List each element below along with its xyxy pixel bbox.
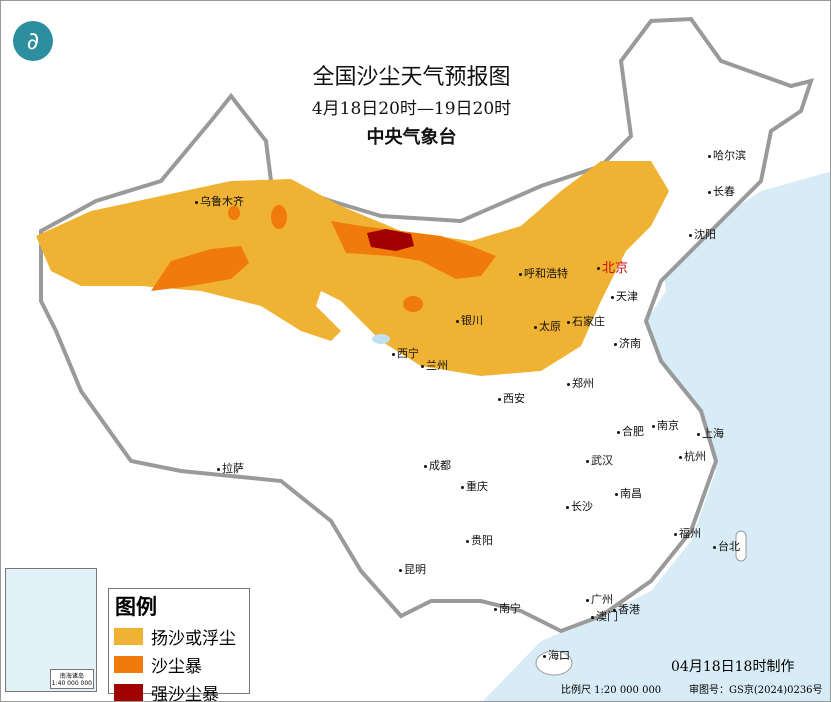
legend-label: 强沙尘暴 <box>151 685 219 702</box>
legend-swatch <box>114 656 143 673</box>
cma-logo-icon: ∂ <box>13 21 53 61</box>
inset-caption: 南海诸岛 1:40 000 000 <box>49 669 94 689</box>
sandstorm-area-small <box>228 206 240 220</box>
legend-label: 扬沙或浮尘 <box>151 629 236 649</box>
review-number: 审图号：GS京(2024)0236号 <box>689 685 823 696</box>
legend-swatch <box>114 684 143 701</box>
inset-title: 南海诸岛 <box>59 673 84 680</box>
forecast-period: 4月18日20时—19日20时 <box>311 99 512 119</box>
city-label: 重庆 <box>461 478 488 494</box>
city-label: 兰州 <box>421 357 448 373</box>
legend-swatch <box>114 628 143 645</box>
map-title: 全国沙尘天气预报图 <box>312 65 511 90</box>
legend: 图例 扬沙或浮尘 沙尘暴 强沙尘暴 <box>108 588 250 701</box>
city-label: 西宁 <box>392 345 419 361</box>
sea <box>482 171 830 701</box>
city-label: 昆明 <box>399 561 426 577</box>
city-label: 石家庄 <box>567 313 605 329</box>
legend-title: 图例 <box>115 594 157 619</box>
city-label: 上海 <box>697 425 724 441</box>
production-time: 04月18日18时制作 <box>671 659 795 675</box>
city-label-capital: 北京 <box>597 257 628 276</box>
city-label: 哈尔滨 <box>708 147 746 163</box>
city-label: 南昌 <box>615 485 642 501</box>
city-label: 拉萨 <box>217 460 244 476</box>
dust-floating-area <box>36 161 669 376</box>
sandstorm-area-small <box>403 296 423 312</box>
city-label: 香港 <box>613 601 640 617</box>
city-label: 郑州 <box>567 375 594 391</box>
south-china-sea-inset: 南海诸岛 1:40 000 000 <box>5 568 97 692</box>
sandstorm-area-small <box>271 205 287 229</box>
city-label: 西安 <box>498 390 525 406</box>
legend-item-floating-dust: 扬沙或浮尘 <box>114 624 249 649</box>
city-label: 长沙 <box>566 498 593 514</box>
city-label: 台北 <box>713 538 740 554</box>
inset-scale: 1:40 000 000 <box>51 680 92 687</box>
qinghai-lake <box>372 334 390 344</box>
city-label: 天津 <box>611 288 638 304</box>
city-label: 太原 <box>534 318 561 334</box>
city-label: 乌鲁木齐 <box>195 193 244 209</box>
legend-item-sandstorm: 沙尘暴 <box>114 652 249 677</box>
city-label: 成都 <box>424 457 451 473</box>
city-label: 海口 <box>543 647 570 663</box>
city-label: 济南 <box>614 335 641 351</box>
city-label: 长春 <box>708 183 735 199</box>
city-label: 银川 <box>456 312 483 328</box>
city-label: 沈阳 <box>689 226 716 242</box>
legend-label: 沙尘暴 <box>151 657 202 677</box>
issuer: 中央气象台 <box>366 127 457 148</box>
city-label: 呼和浩特 <box>519 265 568 281</box>
city-label: 合肥 <box>617 423 644 439</box>
city-label: 广州 <box>586 591 613 607</box>
map-scale: 比例尺 1:20 000 000 <box>561 685 662 696</box>
city-label: 南宁 <box>494 600 521 616</box>
city-label: 贵阳 <box>466 532 493 548</box>
sandstorm-area-west <box>151 246 249 291</box>
legend-item-severe-sandstorm: 强沙尘暴 <box>114 680 249 702</box>
city-label: 武汉 <box>586 452 613 468</box>
city-label: 福州 <box>674 525 701 541</box>
city-label: 杭州 <box>679 448 706 464</box>
city-label: 南京 <box>652 417 679 433</box>
severe-sandstorm-area <box>367 229 414 251</box>
